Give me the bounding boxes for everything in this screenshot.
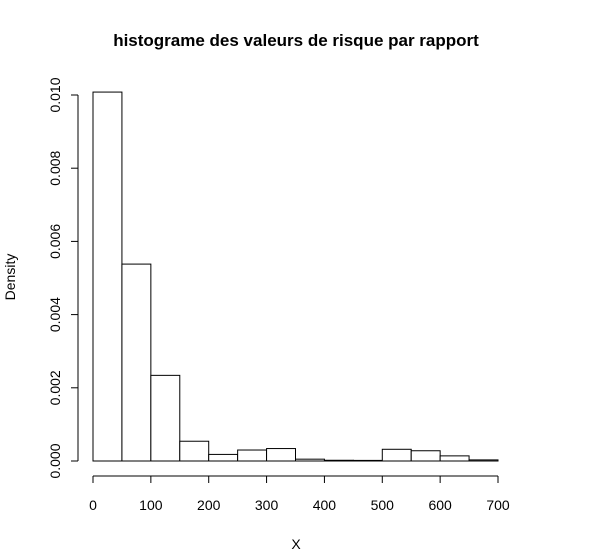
histogram-bar-3 <box>179 440 210 462</box>
histogram-bar-0 <box>92 91 123 462</box>
x-axis-label: X <box>291 536 301 552</box>
histogram-bar-4 <box>208 453 239 462</box>
x-tick-label-7: 700 <box>486 497 510 513</box>
y-tick-label-1: 0.002 <box>47 370 63 405</box>
x-axis: 0 100 200 300 400 500 600 700 <box>89 475 510 513</box>
x-tick-label-5: 500 <box>371 497 395 513</box>
histogram-bar-9 <box>352 459 383 462</box>
histogram-bar-11 <box>410 450 441 462</box>
histogram-bar-8 <box>323 459 354 462</box>
histogram-bar-2 <box>150 374 181 462</box>
x-tick-label-3: 300 <box>255 497 279 513</box>
y-tick-label-4: 0.008 <box>47 150 63 185</box>
x-tick-label-1: 100 <box>139 497 163 513</box>
histogram-bar-12 <box>439 455 470 462</box>
histogram-bar-1 <box>121 263 152 462</box>
y-tick-label-3: 0.006 <box>47 224 63 259</box>
histogram-bars <box>92 91 499 462</box>
x-tick-label-0: 0 <box>89 497 97 513</box>
histogram-bar-10 <box>381 448 412 462</box>
y-tick-label-5: 0.010 <box>47 77 63 112</box>
y-tick-label-0: 0.000 <box>47 443 63 478</box>
y-tick-label-2: 0.004 <box>47 297 63 332</box>
x-tick-label-2: 200 <box>197 497 221 513</box>
chart-title: histograme des valeurs de risque par rap… <box>113 31 479 50</box>
histogram-bar-13 <box>468 459 499 462</box>
histogram-bar-5 <box>237 449 268 462</box>
y-axis-label: Density <box>2 254 18 301</box>
x-tick-label-6: 600 <box>428 497 452 513</box>
histogram-bar-6 <box>266 448 297 462</box>
histogram-bar-7 <box>295 458 325 462</box>
y-axis: 0.000 0.002 0.004 0.006 0.008 0.010 <box>47 77 79 479</box>
x-tick-label-4: 400 <box>313 497 337 513</box>
